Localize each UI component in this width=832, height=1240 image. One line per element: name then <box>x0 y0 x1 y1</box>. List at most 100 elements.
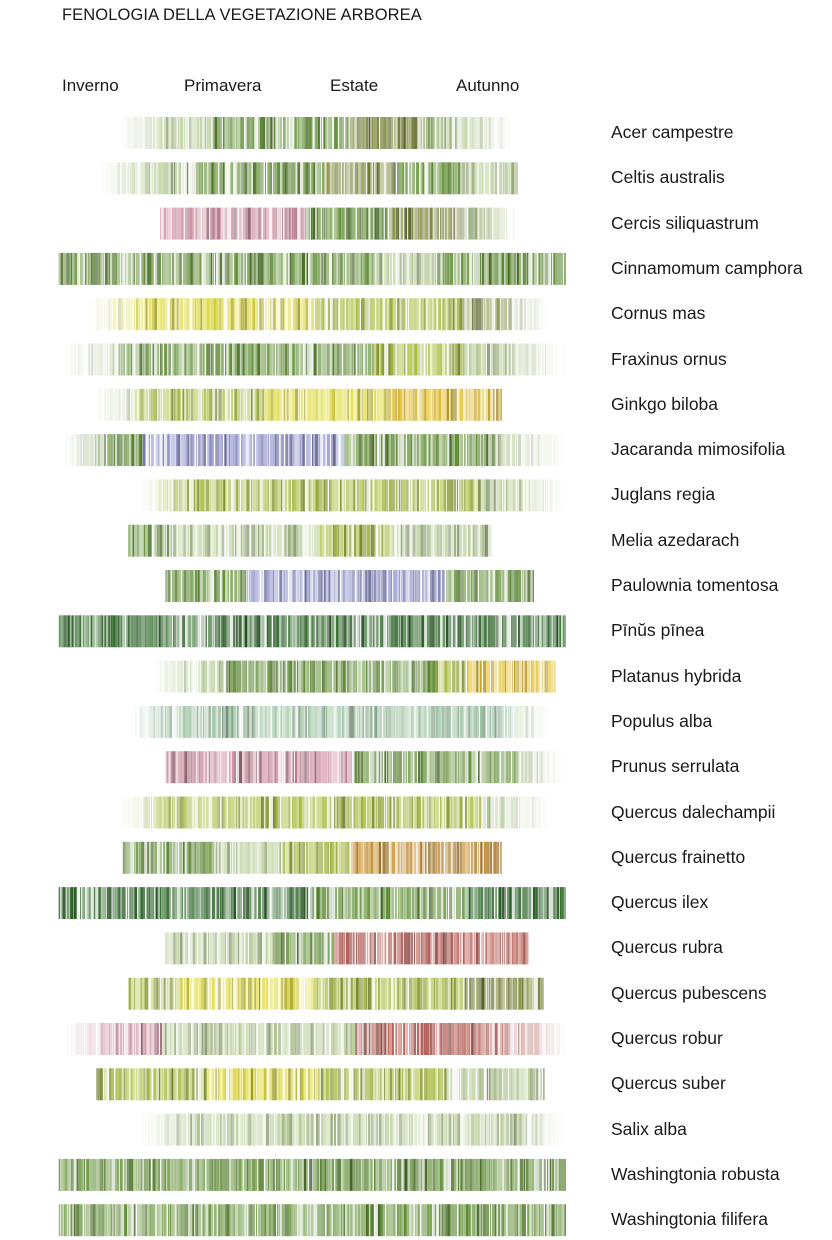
stripe <box>293 524 297 557</box>
stripe <box>442 932 445 965</box>
stripe <box>400 705 405 738</box>
stripe <box>128 343 131 376</box>
stripe <box>123 343 126 376</box>
stripe <box>398 1113 400 1146</box>
stripe <box>356 615 360 648</box>
stripe <box>237 388 239 421</box>
stripe <box>189 524 193 557</box>
stripe <box>413 1158 416 1191</box>
stripe <box>345 1113 349 1146</box>
stripe <box>327 162 329 195</box>
stripe <box>469 343 471 376</box>
stripe <box>546 751 549 784</box>
stripe <box>554 479 557 512</box>
stripe <box>436 615 438 648</box>
stripe <box>530 887 532 920</box>
stripe <box>63 252 67 285</box>
stripe <box>349 751 353 784</box>
stripe <box>543 1068 545 1101</box>
stripe <box>498 479 501 512</box>
stripe <box>196 1158 200 1191</box>
stripe <box>302 841 306 874</box>
stripe <box>518 1068 522 1101</box>
stripe <box>242 207 246 240</box>
stripe <box>182 751 185 784</box>
stripe <box>207 1023 210 1055</box>
stripe <box>143 524 145 557</box>
stripe <box>248 841 250 874</box>
stripe <box>173 932 176 965</box>
stripe <box>200 705 202 738</box>
stripe <box>319 479 321 512</box>
stripe <box>248 751 251 784</box>
stripe <box>547 615 550 648</box>
stripe <box>95 887 98 920</box>
stripe <box>287 1023 291 1055</box>
stripe <box>224 162 228 195</box>
stripe <box>206 388 209 421</box>
stripe <box>267 388 271 421</box>
stripe <box>500 1113 501 1146</box>
stripe <box>223 388 225 421</box>
stripe <box>255 1023 257 1055</box>
stripe <box>352 117 355 149</box>
stripe <box>357 388 361 421</box>
stripe <box>282 841 286 874</box>
stripe <box>409 1158 412 1191</box>
stripe <box>467 1113 470 1146</box>
stripe <box>241 343 243 376</box>
phenology-bar <box>58 1204 566 1237</box>
stripe <box>263 660 267 693</box>
stripe <box>167 1158 170 1191</box>
stripe <box>149 977 152 1010</box>
stripe <box>73 1158 77 1191</box>
stripe <box>221 1023 223 1055</box>
stripe <box>389 298 393 331</box>
stripe <box>424 841 427 874</box>
stripe <box>523 1113 526 1146</box>
stripe <box>366 207 369 240</box>
stripe <box>437 524 439 557</box>
stripe <box>61 434 64 466</box>
stripe <box>288 162 291 195</box>
stripe <box>461 252 464 285</box>
stripe <box>161 207 164 240</box>
stripe <box>424 388 427 421</box>
stripe <box>286 887 289 920</box>
stripe <box>222 1068 225 1101</box>
stripe <box>175 388 177 421</box>
stripe <box>242 841 245 874</box>
stripe <box>173 615 174 648</box>
stripe <box>179 524 182 557</box>
stripe <box>220 841 222 874</box>
stripe <box>297 751 300 784</box>
stripe <box>141 615 145 648</box>
stripe <box>188 660 190 693</box>
stripe <box>295 298 298 331</box>
stripe <box>257 524 260 557</box>
stripe <box>420 298 422 331</box>
stripe <box>300 841 302 874</box>
stripe <box>371 298 375 331</box>
stripe <box>410 252 412 285</box>
stripe <box>489 434 492 467</box>
stripe <box>438 434 442 467</box>
stripe <box>301 252 306 285</box>
stripe <box>417 434 420 467</box>
stripe <box>544 1113 547 1146</box>
stripe <box>122 1023 125 1055</box>
stripe <box>448 1023 452 1055</box>
stripe <box>270 524 272 557</box>
stripe <box>438 1023 441 1055</box>
stripe <box>448 841 451 874</box>
stripe <box>206 977 208 1010</box>
stripe <box>310 207 313 240</box>
stripe <box>139 1114 141 1146</box>
stripe <box>500 388 502 421</box>
stripe <box>184 343 187 376</box>
stripe <box>146 434 149 467</box>
stripe <box>465 1068 468 1101</box>
stripe <box>251 932 254 965</box>
stripe <box>265 570 267 602</box>
stripe <box>269 343 272 376</box>
